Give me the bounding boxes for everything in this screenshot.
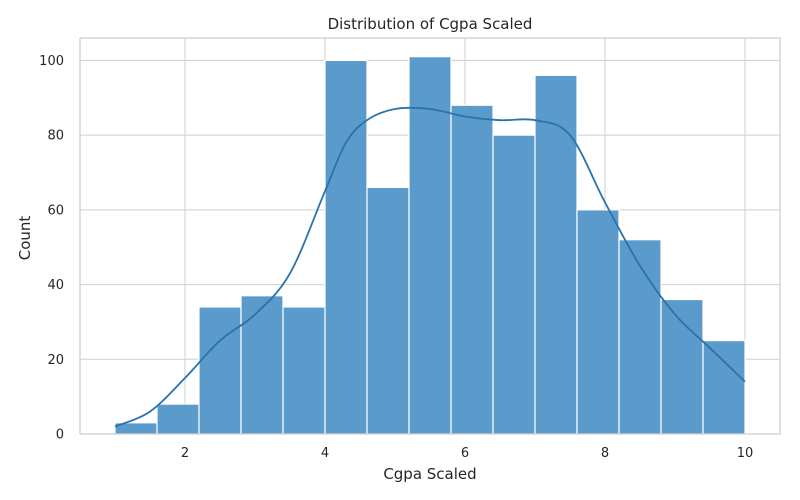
kde-curve	[114, 106, 746, 428]
kde-curve-group	[114, 106, 746, 428]
histogram-bar	[576, 209, 620, 435]
y-axis-label: Count	[16, 216, 34, 261]
histogram-bar	[618, 239, 662, 435]
histogram-bar	[408, 56, 452, 435]
y-tick-label: 20	[47, 353, 64, 368]
x-axis-label: Cgpa Scaled	[383, 465, 476, 483]
x-tick-label: 10	[737, 446, 754, 461]
y-tick-label: 100	[39, 54, 64, 69]
histogram-bar	[198, 306, 242, 435]
histogram-bar	[240, 295, 284, 435]
histogram-bar	[534, 74, 578, 435]
x-tick-label: 6	[461, 446, 469, 461]
histogram-bar	[366, 186, 410, 435]
histogram-bar	[702, 340, 746, 435]
x-tick-label: 2	[181, 446, 189, 461]
y-tick-label: 80	[47, 129, 64, 144]
histogram-bar	[660, 298, 704, 435]
histogram-bars	[114, 56, 746, 435]
chart-title: Distribution of Cgpa Scaled	[328, 15, 533, 33]
x-tick-label: 4	[321, 446, 329, 461]
histogram-bar	[450, 104, 494, 435]
x-tick-label: 8	[601, 446, 609, 461]
plot-frame	[79, 37, 781, 435]
histogram-bar	[156, 403, 200, 435]
histogram-bar	[282, 306, 326, 435]
histogram-bar	[324, 59, 368, 435]
y-tick-label: 0	[56, 428, 64, 443]
y-tick-label: 40	[47, 278, 64, 293]
histogram-bar	[492, 134, 536, 435]
y-tick-label: 60	[47, 203, 64, 218]
